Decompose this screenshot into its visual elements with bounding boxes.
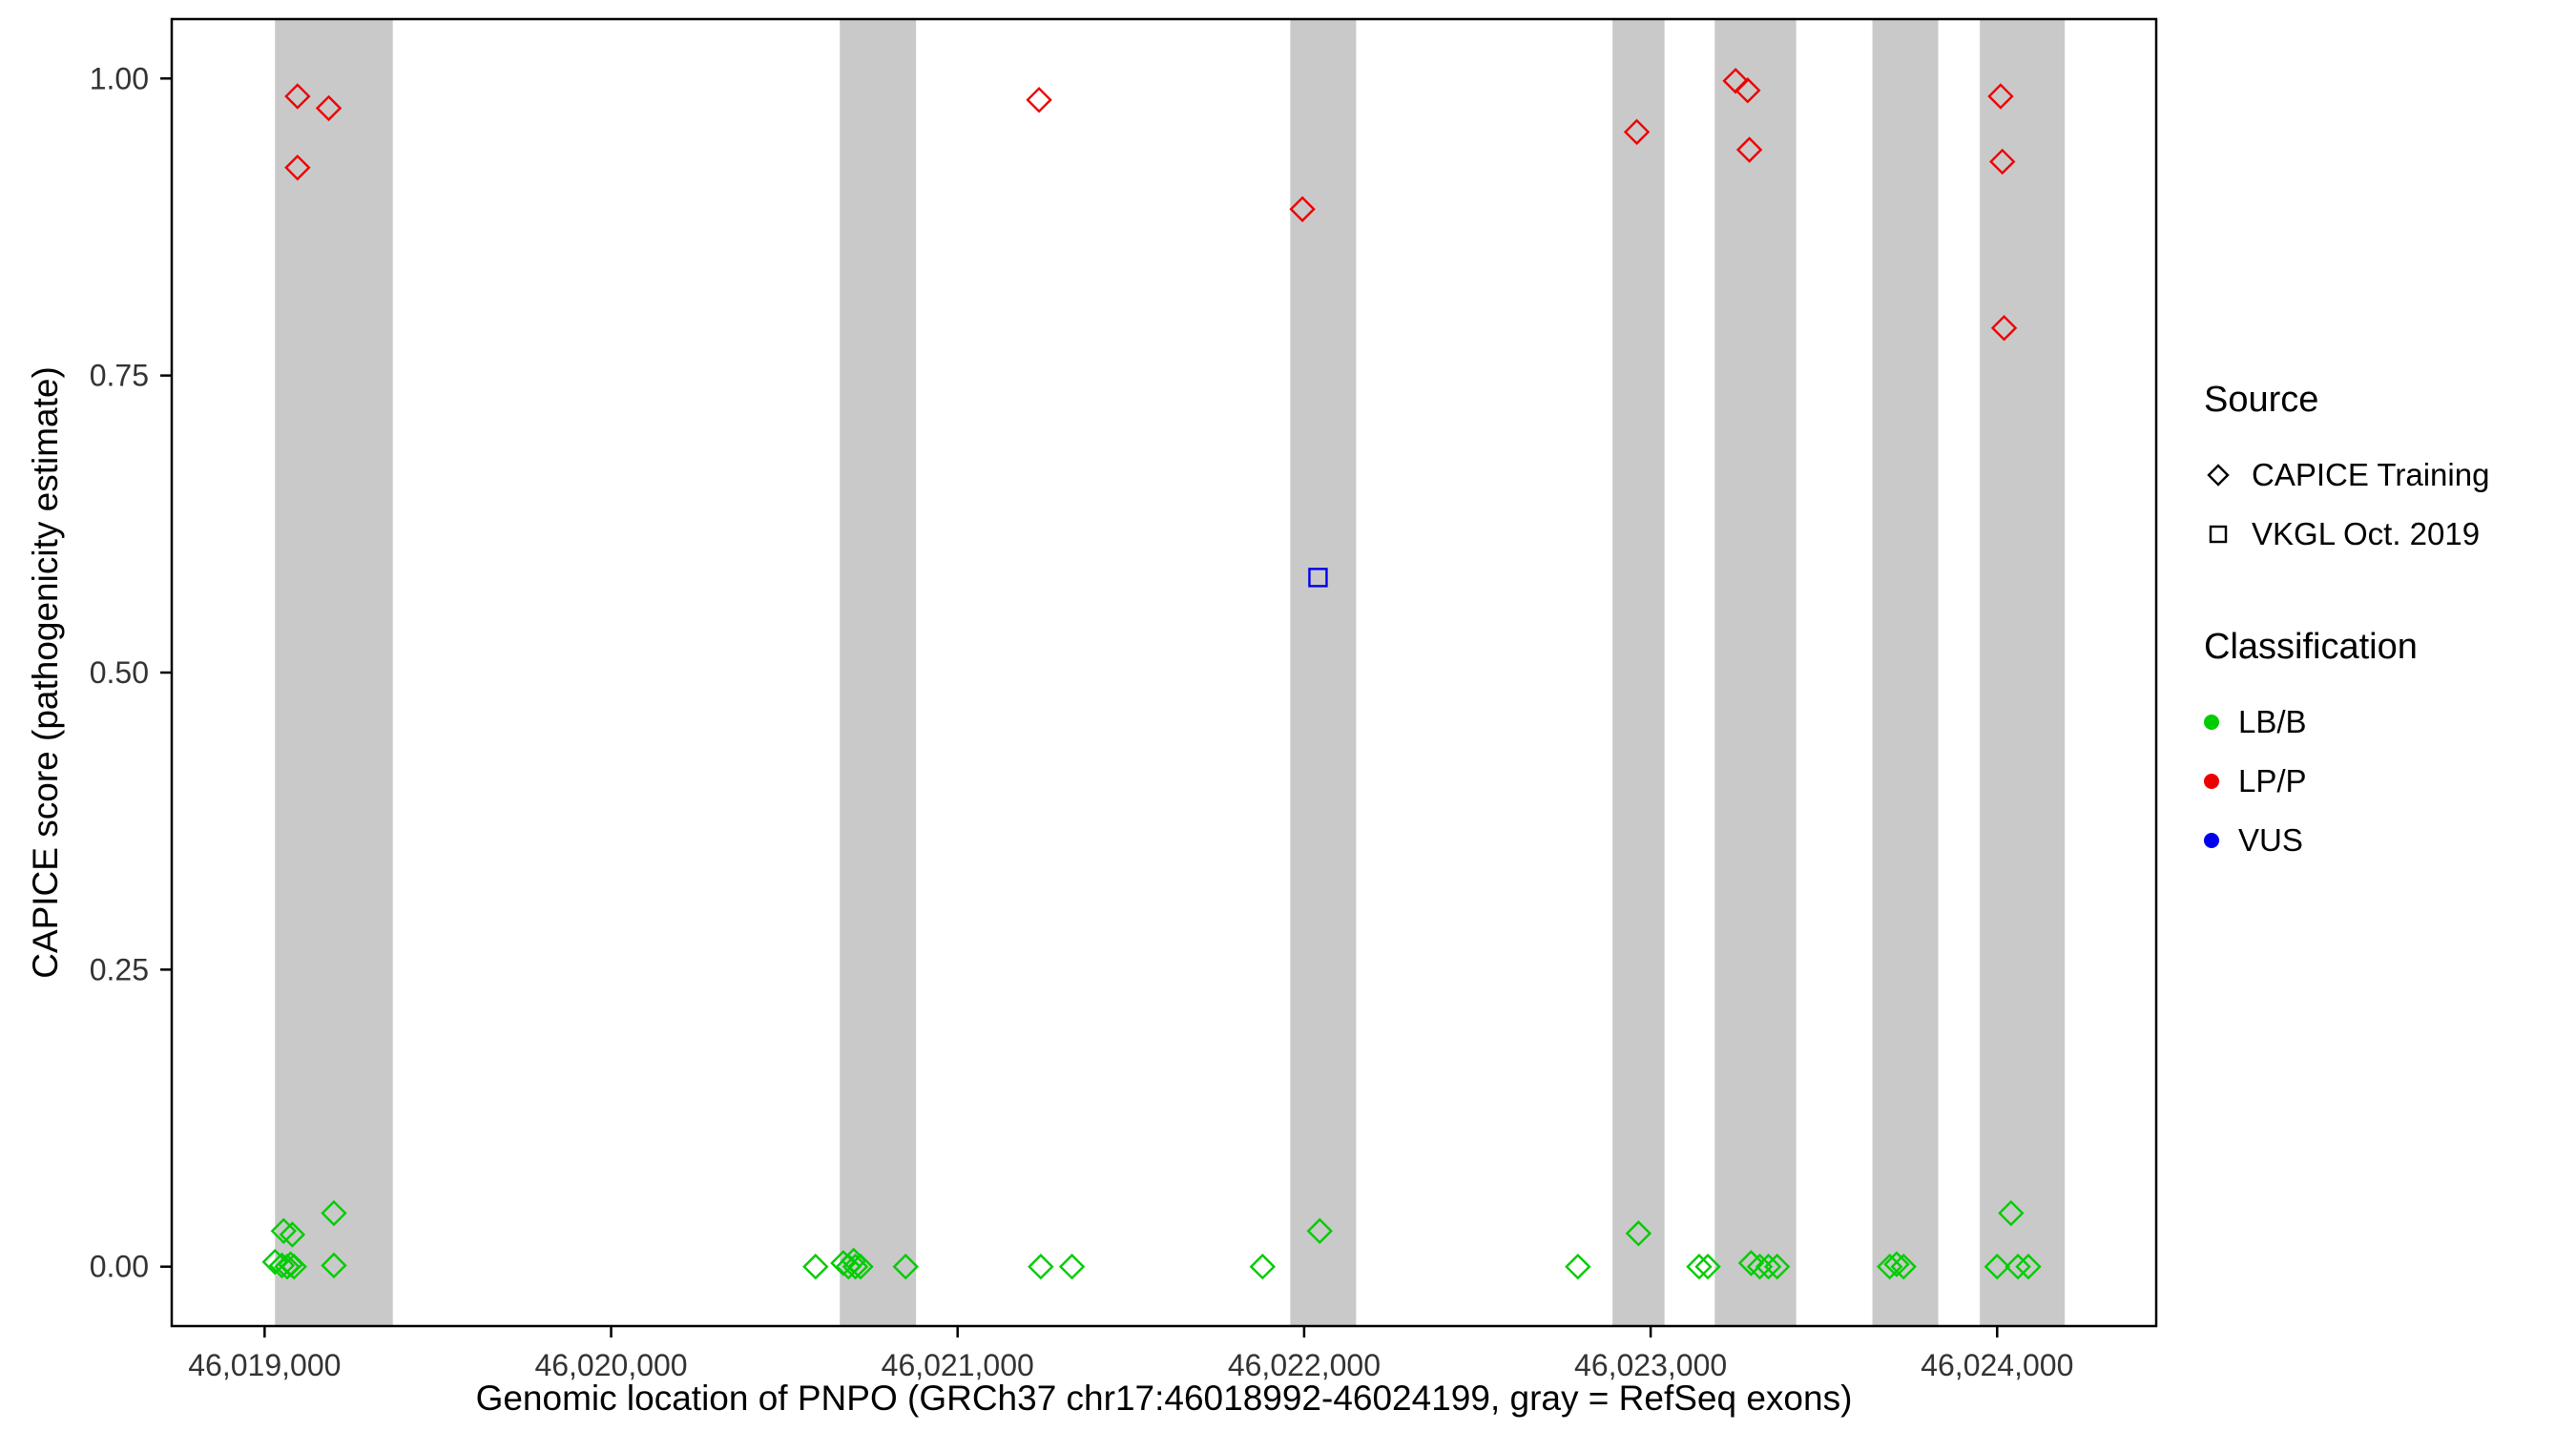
legend-source-title: Source: [2204, 380, 2319, 420]
exon-band: [1980, 19, 2066, 1326]
x-tick-label: 46,021,000: [882, 1348, 1034, 1382]
legend-item-label: LP/P: [2238, 763, 2307, 798]
legend-section-classification: Classification LB/B LP/P VUS: [2204, 627, 2566, 870]
data-point-diamond: [835, 1254, 862, 1280]
x-tick-label: 46,022,000: [1228, 1348, 1381, 1382]
data-point-diamond: [1686, 1254, 1713, 1280]
data-point-diamond: [1735, 136, 1763, 163]
data-point-diamond: [1883, 1251, 1910, 1277]
data-point-diamond: [1306, 1217, 1333, 1245]
data-point-square: [1308, 568, 1328, 588]
data-point-diamond: [802, 1254, 829, 1280]
data-point-diamond: [892, 1254, 919, 1280]
x-tick-label: 46,024,000: [1921, 1348, 2073, 1382]
data-point-diamond: [1722, 68, 1749, 94]
data-point-diamond: [1984, 1254, 2010, 1280]
legend-item-label: VUS: [2238, 822, 2303, 858]
exon-band: [275, 19, 393, 1326]
data-point-diamond: [1623, 118, 1651, 146]
legend-section-source: Source CAPICE Training VKGL Oct. 2019: [2204, 380, 2566, 564]
data-point-diamond: [315, 94, 343, 122]
y-tick-label: 1.00: [90, 61, 149, 95]
data-point-diamond: [284, 83, 311, 110]
data-point-diamond: [1987, 83, 2014, 110]
data-point-diamond: [1755, 1254, 1782, 1280]
data-point-diamond: [321, 1199, 347, 1227]
exon-band: [1290, 19, 1357, 1326]
data-point-diamond: [1737, 1250, 1765, 1276]
blue-dot-icon: [2204, 833, 2219, 848]
data-point-diamond: [1998, 1199, 2025, 1227]
data-point-diamond: [2015, 1254, 2042, 1280]
data-point-diamond: [1746, 1254, 1774, 1280]
data-point-diamond: [279, 1221, 306, 1248]
data-point-diamond: [1028, 1254, 1054, 1280]
legend-item-label: VKGL Oct. 2019: [2252, 516, 2481, 551]
data-point-diamond: [2005, 1254, 2031, 1280]
exon-band: [1612, 19, 1665, 1326]
data-point-diamond: [1890, 1254, 1917, 1280]
y-tick-label: 0.50: [90, 655, 149, 690]
square-marker-icon: [2209, 525, 2228, 544]
legend-item-label: LB/B: [2238, 704, 2307, 739]
legend-classification-title: Classification: [2204, 627, 2418, 667]
x-axis-title: Genomic location of PNPO (GRCh37 chr17:4…: [475, 1379, 1853, 1418]
data-point-diamond: [1289, 196, 1316, 222]
y-tick-label: 0.25: [90, 952, 149, 986]
red-dot-icon: [2204, 774, 2219, 789]
data-point-diamond: [1565, 1254, 1591, 1280]
legend: Source CAPICE Training VKGL Oct. 2019 Cl…: [2204, 380, 2566, 870]
legend-item-lbb: LB/B: [2204, 693, 2566, 752]
data-point-diamond: [268, 1252, 296, 1279]
data-point-diamond: [1990, 315, 2018, 342]
diamond-marker-icon: [2207, 464, 2230, 487]
legend-item-capice-training: CAPICE Training: [2204, 446, 2566, 505]
data-point-diamond: [841, 1254, 869, 1280]
exon-band: [840, 19, 917, 1326]
y-tick-label: 0.75: [90, 359, 149, 393]
y-tick-label: 0.00: [90, 1250, 149, 1284]
x-tick-label: 46,020,000: [534, 1348, 687, 1382]
legend-item-vkgl: VKGL Oct. 2019: [2204, 505, 2566, 564]
data-point-diamond: [1763, 1254, 1791, 1280]
data-point-diamond: [1058, 1254, 1086, 1280]
data-point-diamond: [1735, 77, 1761, 104]
legend-item-label: CAPICE Training: [2252, 457, 2490, 492]
data-point-diamond: [1694, 1254, 1721, 1280]
data-point-diamond: [847, 1254, 874, 1280]
legend-item-vus: VUS: [2204, 811, 2566, 870]
x-tick-label: 46,019,000: [188, 1348, 341, 1382]
data-point-diamond: [280, 1254, 307, 1280]
data-point-diamond: [1026, 86, 1052, 114]
y-axis-title: CAPICE score (pathogenicity estimate): [26, 366, 65, 979]
data-point-diamond: [321, 1252, 347, 1279]
panel-border: [170, 17, 2158, 1328]
x-tick-label: 46,023,000: [1574, 1348, 1727, 1382]
green-dot-icon: [2204, 715, 2219, 730]
legend-item-lpp: LP/P: [2204, 752, 2566, 811]
data-point-diamond: [284, 154, 311, 181]
data-point-diamond: [270, 1217, 298, 1245]
data-point-diamond: [1989, 148, 2016, 176]
data-point-diamond: [1249, 1254, 1277, 1280]
data-point-diamond: [1625, 1220, 1652, 1247]
exon-band: [1714, 19, 1797, 1326]
exon-band: [1872, 19, 1939, 1326]
